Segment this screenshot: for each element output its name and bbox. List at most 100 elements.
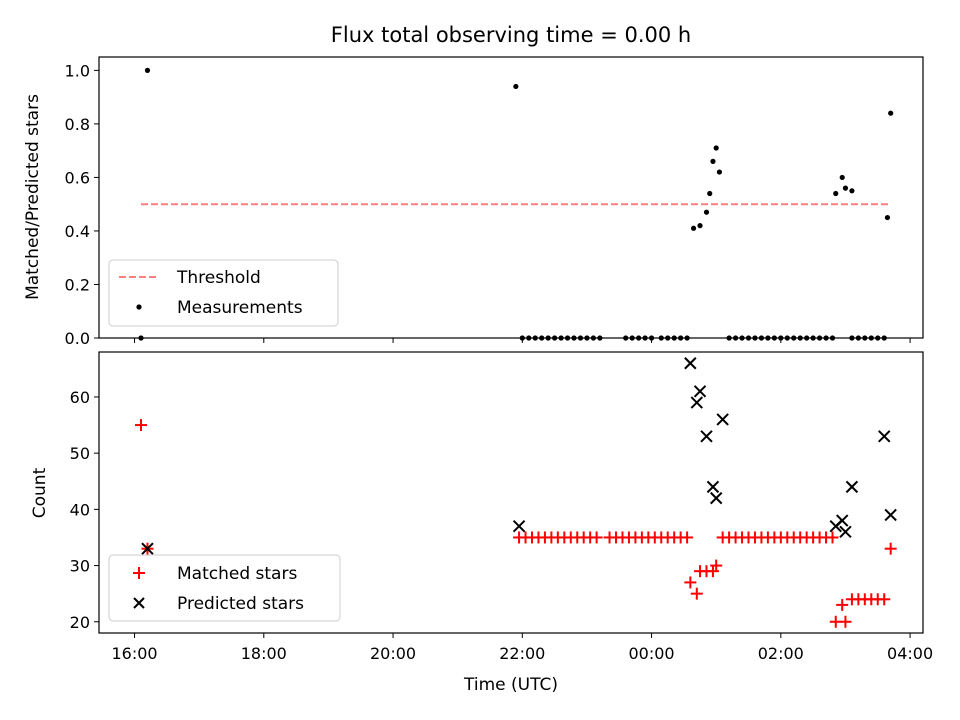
measurement-point — [571, 335, 577, 341]
count-y-tick-label: 50 — [70, 444, 90, 463]
measurement-point — [765, 335, 771, 341]
measurement-point — [707, 190, 713, 197]
count-y-tick-label: 30 — [70, 557, 90, 576]
measurement-point — [884, 214, 891, 221]
measurement-point — [739, 335, 745, 341]
measurement-point — [539, 335, 545, 341]
ratio-panel-y-ticks: 0.0 0.2 0.4 0.6 0.8 1.0 — [65, 61, 99, 348]
x-tick-label: 20:00 — [370, 644, 416, 663]
ratio-panel-frame — [98, 56, 924, 339]
ratio-panel-x-ticks — [134, 338, 911, 343]
measurement-point — [642, 335, 648, 341]
predicted-star-point — [845, 480, 859, 494]
measurement-point — [526, 335, 532, 341]
measurement-point — [868, 335, 874, 341]
matched-star-point — [681, 531, 694, 544]
measurement-point — [771, 335, 777, 341]
ratio-y-tick-label: 0.2 — [65, 275, 90, 294]
ratio-y-tick-label: 0.4 — [65, 222, 90, 241]
x-tick-label: 04:00 — [887, 644, 933, 663]
measurement-point — [697, 223, 703, 229]
measurement-point — [703, 209, 710, 215]
count-legend-box — [108, 554, 341, 622]
count-panel-x-ticks: 16:00 18:00 20:00 22:00 00:00 02:00 04:00 — [111, 633, 933, 663]
measurement-point — [552, 335, 558, 341]
measurement-point — [597, 335, 603, 341]
measurement-point — [758, 335, 765, 341]
ratio-legend-box — [108, 259, 339, 327]
measurement-point — [816, 335, 823, 341]
predicted-star-point — [709, 491, 723, 505]
count-panel-frame — [98, 351, 924, 634]
count-y-axis-label: Count — [30, 467, 50, 518]
ratio-y-tick-label: 0.6 — [65, 168, 90, 187]
predicted-star-point — [836, 514, 849, 527]
measurement-point — [823, 335, 829, 341]
count-panel-y-ticks: 20 30 40 50 60 — [70, 388, 99, 632]
predicted-star-point — [690, 396, 704, 409]
measurement-point — [726, 335, 732, 341]
measurement-point — [842, 185, 849, 191]
ratio-panel: 0.0 0.2 0.4 0.6 0.8 1.0 Matched/Predicted sta… — [23, 56, 924, 348]
predicted-star-point — [839, 525, 852, 539]
x-tick-label: 02:00 — [758, 644, 804, 663]
measurement-point — [791, 335, 797, 341]
count-y-tick-label: 60 — [70, 388, 90, 407]
ratio-y-tick-label: 0.8 — [65, 115, 90, 134]
x-tick-label: 18:00 — [241, 644, 287, 663]
matched-star-point — [690, 587, 703, 600]
measurement-point — [797, 335, 803, 341]
measurement-point — [849, 335, 855, 341]
count-legend: Matched stars Predicted stars — [108, 554, 341, 622]
measurement-point — [658, 335, 664, 341]
measurement-point — [849, 188, 855, 194]
measurement-point — [558, 335, 564, 341]
measurement-point — [545, 335, 551, 341]
matched-star-point — [826, 531, 839, 544]
matched-legend-label: Matched stars — [177, 564, 297, 584]
measurement-point — [745, 335, 752, 341]
measurement-point — [732, 335, 739, 341]
measurement-point — [810, 335, 816, 341]
measurement-point — [513, 83, 519, 90]
predicted-legend-swatch — [133, 597, 145, 609]
measurement-point — [833, 190, 839, 197]
x-tick-label: 22:00 — [499, 644, 545, 663]
measurement-point — [888, 110, 894, 116]
chart-title: Flux total observing time = 0.00 h — [331, 23, 691, 47]
measurement-point — [584, 335, 590, 341]
predicted-star-point — [700, 430, 713, 443]
ratio-legend: Threshold Measurements — [108, 259, 339, 327]
matched-star-point — [135, 419, 148, 432]
measurement-point — [862, 335, 868, 341]
matched-star-point — [590, 531, 603, 544]
predicted-star-point — [716, 413, 729, 426]
measurement-point — [829, 335, 836, 341]
measurements-legend-label: Measurements — [177, 298, 303, 318]
measurement-point — [678, 335, 684, 341]
measurements-legend-swatch — [136, 304, 142, 310]
ratio-panel-marks — [138, 67, 894, 341]
count-y-tick-label: 20 — [70, 613, 90, 632]
x-axis-label: Time (UTC) — [463, 675, 558, 695]
ratio-y-tick-label: 0.0 — [65, 329, 90, 348]
matched-star-point — [710, 559, 723, 572]
matched-star-point — [839, 615, 852, 628]
predicted-star-point — [684, 357, 697, 370]
measurement-point — [690, 225, 697, 231]
count-panel-marks — [135, 357, 897, 628]
measurement-point — [784, 335, 790, 341]
measurement-point — [590, 335, 597, 341]
measurement-point — [629, 335, 635, 341]
count-panel: 20 30 40 50 60 16:00 18:00 20:00 22:00 00:00 02:0… — [30, 351, 933, 695]
predicted-star-point — [878, 430, 891, 443]
predicted-star-point — [706, 480, 720, 494]
measurement-point — [671, 335, 677, 341]
measurement-point — [713, 145, 719, 151]
count-y-tick-label: 40 — [70, 500, 90, 519]
threshold-legend-label: Threshold — [176, 268, 261, 288]
x-tick-label: 00:00 — [629, 644, 675, 663]
matched-star-point — [836, 598, 849, 611]
measurement-point — [636, 335, 642, 341]
